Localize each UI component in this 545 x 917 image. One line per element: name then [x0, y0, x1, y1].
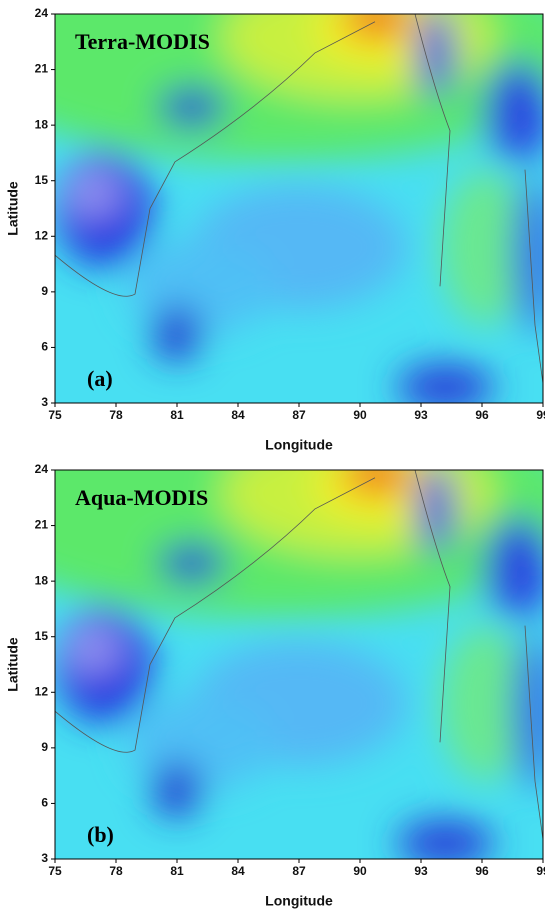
y-tick-label: 18	[35, 573, 49, 587]
field-blobs	[55, 14, 543, 403]
x-tick-label: 78	[109, 408, 123, 422]
y-tick-label: 15	[35, 629, 49, 643]
panel-title: Aqua-MODIS	[75, 485, 208, 510]
y-tick-label: 15	[35, 173, 49, 187]
field-blob	[342, 470, 412, 494]
x-tick-label: 93	[414, 408, 428, 422]
x-tick-label: 81	[170, 408, 184, 422]
y-tick-label: 24	[35, 462, 49, 476]
y-tick-label: 6	[41, 340, 48, 354]
y-tick-label: 3	[41, 395, 48, 409]
field-blob	[128, 695, 275, 789]
y-tick-label: 6	[41, 796, 48, 810]
x-tick-label: 87	[292, 408, 306, 422]
field-blob	[513, 633, 543, 789]
x-axis-label: Longitude	[265, 893, 333, 909]
x-tick-label: 99	[536, 864, 545, 878]
field-blob	[416, 470, 456, 556]
map-panel: 75 78 81 84 87 90 93 96 99 3 6 9 12 15 18 21 24 Longitude…	[5, 6, 545, 453]
x-tick-label: 75	[48, 864, 62, 878]
field-blob	[64, 165, 124, 221]
field-blob	[342, 14, 412, 38]
heatmap-field	[55, 14, 543, 403]
y-tick-label: 12	[35, 684, 49, 698]
x-tick-label: 75	[48, 408, 62, 422]
panel-title: Terra-MODIS	[75, 29, 210, 54]
x-tick-label: 78	[109, 864, 123, 878]
field-blob	[157, 543, 226, 583]
x-tick-label: 84	[231, 408, 245, 422]
field-blobs	[55, 470, 543, 859]
x-axis-label: Longitude	[265, 437, 333, 453]
y-tick-label: 21	[35, 518, 49, 532]
coastline	[55, 14, 543, 384]
field-blob	[440, 169, 529, 326]
coastline	[55, 470, 543, 840]
x-tick-label: 87	[292, 864, 306, 878]
field-blob	[396, 820, 495, 859]
heatmap-field	[55, 470, 543, 859]
x-tick-label: 96	[475, 408, 489, 422]
x-tick-label: 93	[414, 864, 428, 878]
field-blob	[440, 625, 529, 782]
field-blob	[513, 177, 543, 333]
field-blob	[128, 239, 275, 333]
x-tick-label: 90	[353, 408, 367, 422]
field-blob	[64, 621, 124, 677]
y-tick-label: 24	[35, 6, 49, 20]
map-panel: 75 78 81 84 87 90 93 96 99 3 6 9 12 15 18 21 24 Longitude…	[5, 462, 545, 909]
y-tick-label: 18	[35, 117, 49, 131]
y-axis-label: Latitude	[5, 637, 21, 692]
y-tick-label: 12	[35, 228, 49, 242]
x-tick-label: 99	[536, 408, 545, 422]
y-tick-label: 9	[41, 284, 48, 298]
x-tick-label: 90	[353, 864, 367, 878]
field-blob	[396, 364, 495, 403]
field-blob	[416, 14, 456, 100]
y-tick-label: 3	[41, 851, 48, 865]
panel-label: (b)	[87, 822, 114, 847]
x-tick-label: 84	[231, 864, 245, 878]
panel-label: (a)	[87, 366, 113, 391]
x-tick-label: 81	[170, 864, 184, 878]
y-tick-label: 21	[35, 62, 49, 76]
field-blob	[152, 761, 202, 817]
y-tick-label: 9	[41, 740, 48, 754]
field-blob	[484, 60, 543, 162]
field-blob	[157, 87, 226, 127]
field-blob	[484, 516, 543, 618]
field-blob	[152, 305, 202, 361]
x-tick-label: 96	[475, 864, 489, 878]
y-axis-label: Latitude	[5, 181, 21, 236]
